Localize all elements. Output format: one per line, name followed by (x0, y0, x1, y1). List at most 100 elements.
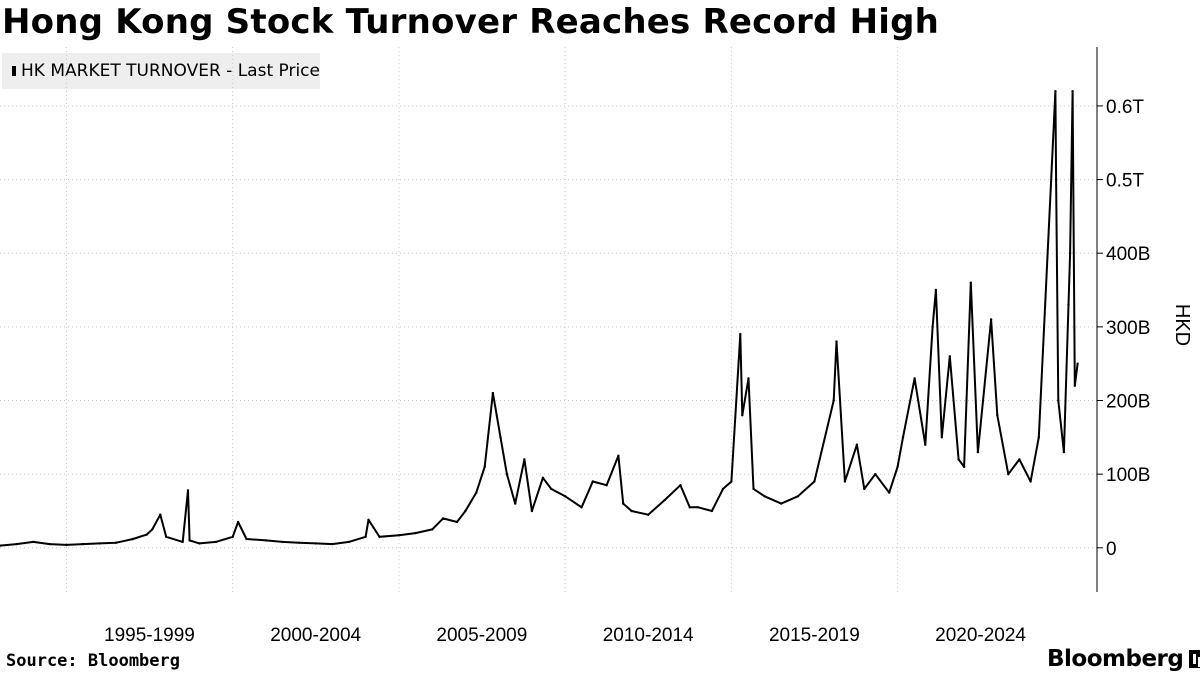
data-point-20 (245, 537, 248, 541)
data-point-70 (835, 340, 838, 343)
data-point-72 (855, 443, 859, 446)
brand-name: Bloomberg (1047, 646, 1184, 672)
data-point-75 (888, 491, 891, 494)
chart-title: Hong Kong Stock Turnover Reaches Record … (2, 2, 940, 42)
data-point-19 (236, 520, 240, 524)
y-tick-label-5: 0.5T (1106, 171, 1144, 192)
data-point-54 (663, 498, 667, 502)
data-point-41 (514, 502, 517, 505)
data-point-39 (499, 436, 502, 439)
data-point-57 (696, 506, 700, 509)
data-point-99 (1068, 252, 1072, 255)
data-point-102 (1076, 362, 1079, 365)
y-tick-label-6: 0.6T (1106, 97, 1144, 118)
data-point-92 (1029, 480, 1032, 483)
data-point-63 (747, 377, 750, 380)
data-point-22 (281, 540, 284, 544)
y-tick-label-4: 400B (1106, 244, 1150, 265)
x-tick-label-5: 2020-2024 (935, 625, 1026, 646)
data-point-30 (397, 534, 401, 537)
data-point-40 (505, 473, 509, 476)
data-point-17 (214, 540, 218, 544)
data-point-49 (605, 484, 608, 487)
data-point-98 (1067, 303, 1070, 306)
data-point-60 (730, 480, 733, 483)
x-tick-label-0: 1995-1999 (104, 625, 195, 646)
data-point-29 (378, 535, 381, 538)
data-point-83 (948, 355, 951, 358)
data-point-5 (81, 542, 85, 546)
data-point-93 (1037, 436, 1041, 439)
bar-chart-icon (1189, 650, 1200, 668)
data-point-79 (924, 443, 927, 446)
source-note: Source: Bloomberg (6, 651, 180, 671)
y-tick-label-2: 200B (1106, 392, 1150, 413)
data-point-71 (843, 480, 847, 483)
series-line (0, 90, 1079, 547)
data-point-37 (483, 465, 486, 468)
data-point-74 (874, 473, 877, 476)
data-point-84 (957, 458, 960, 461)
data-point-4 (65, 543, 68, 547)
data-point-8 (131, 537, 135, 541)
data-point-62 (741, 414, 744, 417)
data-point-45 (550, 487, 553, 491)
y-tick-label-1: 100B (1106, 465, 1150, 486)
data-point-38 (491, 391, 495, 395)
data-point-21 (264, 539, 268, 542)
legend-swatch-icon (12, 66, 17, 76)
data-point-65 (763, 495, 766, 498)
data-point-3 (48, 542, 51, 546)
data-point-86 (969, 281, 972, 284)
y-axis-title: HKD (1171, 304, 1193, 346)
data-point-58 (710, 509, 714, 513)
x-tick-label-2: 2005-2009 (436, 625, 527, 646)
data-point-100 (1071, 90, 1074, 93)
data-point-36 (475, 491, 478, 494)
data-point-34 (455, 520, 459, 524)
data-point-10 (151, 528, 154, 531)
data-point-52 (630, 509, 633, 513)
data-point-42 (523, 458, 526, 461)
data-point-23 (298, 541, 301, 544)
data-point-97 (1062, 450, 1066, 454)
x-tick-label-3: 2010-2014 (603, 625, 694, 646)
data-point-89 (996, 414, 999, 417)
data-point-96 (1057, 399, 1060, 402)
data-point-47 (580, 506, 583, 509)
data-point-76 (896, 465, 899, 468)
data-point-68 (813, 480, 816, 483)
data-point-32 (431, 528, 434, 531)
data-point-27 (364, 535, 367, 538)
data-point-7 (115, 541, 118, 544)
data-point-12 (165, 535, 168, 538)
data-point-25 (331, 542, 334, 546)
data-point-15 (188, 539, 191, 542)
legend-label: HK MARKET TURNOVER - Last Price (21, 61, 320, 81)
data-point-87 (976, 450, 980, 454)
data-point-61 (739, 333, 742, 336)
y-tick-label-0: 0 (1106, 539, 1117, 560)
data-point-59 (721, 487, 725, 491)
data-point-51 (622, 502, 625, 505)
legend: HK MARKET TURNOVER - Last Price (2, 53, 320, 89)
data-point-55 (679, 484, 682, 487)
data-point-1 (15, 542, 18, 546)
data-point-16 (198, 542, 201, 545)
data-point-94 (1054, 90, 1057, 93)
data-point-82 (940, 436, 943, 439)
data-point-69 (832, 399, 835, 402)
data-point-43 (530, 509, 534, 513)
data-point-90 (1007, 473, 1010, 476)
data-point-33 (441, 517, 445, 520)
data-point-81 (934, 288, 938, 292)
data-point-88 (989, 318, 993, 321)
data-point-80 (931, 325, 934, 329)
data-point-2 (32, 540, 35, 544)
bloomberg-logo: Bloomberg (1047, 646, 1200, 672)
x-tick-label-4: 2015-2019 (769, 625, 860, 646)
data-point-91 (1018, 458, 1021, 461)
data-point-78 (913, 377, 916, 380)
x-tick-label-1: 2000-2004 (270, 625, 361, 646)
